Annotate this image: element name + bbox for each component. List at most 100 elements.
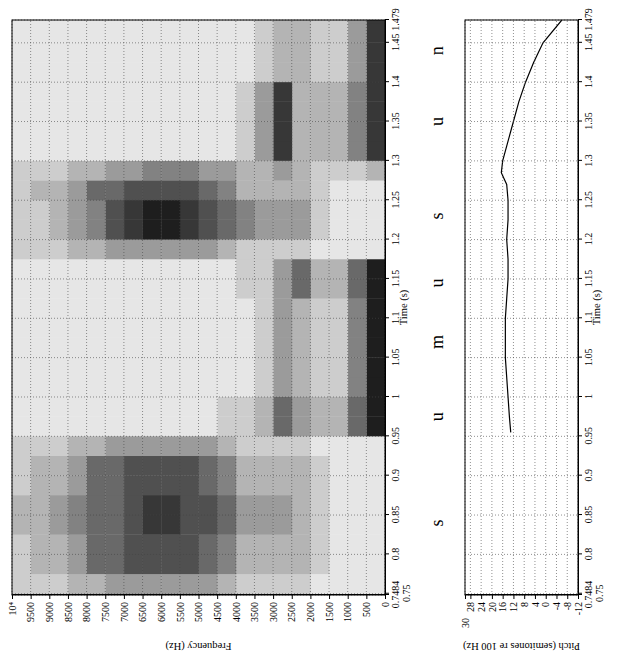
spectrogram-cell: [236, 357, 255, 377]
x-tick-mark: [385, 435, 389, 436]
spectrogram-cell: [87, 160, 106, 180]
spectrogram-cell: [310, 338, 329, 358]
grid-line-y: [30, 20, 31, 595]
spectrogram-cell: [217, 200, 236, 220]
spectrogram-cell: [68, 82, 87, 102]
y-axis-title: Pitch (semitones re 100 Hz): [462, 640, 580, 652]
spectrogram-cell: [273, 318, 292, 338]
spectrogram-cell: [310, 436, 329, 456]
y-tick: 2000: [305, 595, 316, 622]
y-tick-label: 28: [465, 602, 476, 612]
spectrogram-cell: [31, 82, 50, 102]
spectrogram-cell: [348, 259, 367, 279]
x-tick: 1.2: [578, 233, 594, 246]
spectrogram-cell: [161, 42, 180, 62]
plot-frame: [465, 20, 578, 595]
grid-line-x: [12, 515, 385, 516]
spectrogram-cell: [292, 574, 311, 595]
spectrogram-cell: [199, 101, 218, 121]
y-tick-mark: [68, 595, 69, 599]
spectrogram-cell: [124, 160, 143, 180]
spectrogram-cell: [366, 357, 385, 377]
spectrogram-cell: [180, 259, 199, 279]
grid-line-y: [235, 20, 236, 595]
spectrogram-cell: [273, 180, 292, 200]
spectrogram-cell: [180, 338, 199, 358]
grid-line-x: [465, 82, 578, 83]
spectrogram-cell: [180, 357, 199, 377]
spectrogram-cell: [366, 239, 385, 259]
spectrogram-cell: [273, 220, 292, 240]
x-axis-title: Time (s): [591, 289, 603, 325]
spectrogram-cell: [143, 239, 162, 259]
spectrogram-cell: [329, 495, 348, 515]
spectrogram-cell: [87, 200, 106, 220]
x-tick-mark: [385, 278, 389, 279]
spectrogram-cell: [292, 200, 311, 220]
spectrogram-cell: [143, 180, 162, 200]
spectrogram-cell: [105, 475, 124, 495]
spectrogram-cell: [236, 279, 255, 299]
x-tick-mark: [578, 239, 582, 240]
spectrogram-cell: [161, 515, 180, 535]
spectrogram-cell: [329, 534, 348, 554]
x-tick-label: 0.85: [390, 506, 401, 524]
y-tick-mark: [217, 595, 218, 599]
spectrogram-cell: [87, 62, 106, 82]
x-tick-mark: [578, 357, 582, 358]
x-tick-mark: [385, 553, 389, 554]
x-tick: 1.35: [385, 112, 401, 130]
spectrogram-cell: [143, 259, 162, 279]
spectrogram-cell: [12, 377, 31, 397]
spectrogram-cell: [366, 416, 385, 436]
spectrogram-cell: [31, 279, 50, 299]
spectrogram-cell: [199, 82, 218, 102]
spectrogram-cell: [199, 456, 218, 476]
y-tick: 9000: [44, 595, 55, 622]
spectrogram-cell: [329, 456, 348, 476]
spectrogram-cell: [217, 515, 236, 535]
spectrogram-cell: [366, 377, 385, 397]
spectrogram-cell: [87, 534, 106, 554]
y-tick: 0: [540, 595, 551, 607]
spectrogram-cell: [292, 180, 311, 200]
plot-frame: [12, 20, 385, 595]
spectrogram-cell: [180, 23, 199, 43]
y-tick-label: 8500: [63, 602, 74, 622]
spectrogram-cell: [366, 574, 385, 595]
grid-line-x: [465, 200, 578, 201]
y-tick-mark: [465, 595, 466, 599]
y-tick-label: 10⁴: [7, 602, 18, 616]
y-tick-label: -12: [573, 602, 584, 615]
x-tick-mark: [385, 396, 389, 397]
x-tick: 1.25: [578, 191, 594, 209]
x-tick-label: 0.7484: [390, 581, 401, 609]
y-tick-label: 20: [487, 602, 498, 612]
y-tick-mark: [161, 595, 162, 599]
grid-line-x: [465, 278, 578, 279]
spectrogram-cell: [236, 574, 255, 595]
spectrogram-cell: [161, 121, 180, 141]
spectrogram-cell: [49, 377, 68, 397]
spectrogram-cell: [161, 200, 180, 220]
spectrogram-cell: [348, 338, 367, 358]
y-tick-label: 5000: [193, 602, 204, 622]
spectrogram-cell: [329, 82, 348, 102]
spectrogram-cell: [124, 574, 143, 595]
spectrogram-cell: [12, 515, 31, 535]
spectrogram-cell: [180, 574, 199, 595]
spectrogram-cell: [49, 574, 68, 595]
spectrogram-cell: [68, 121, 87, 141]
spectrogram-cell: [143, 220, 162, 240]
spectrogram-cell: [310, 101, 329, 121]
spectrogram-cell: [143, 475, 162, 495]
spectrogram-cell: [124, 82, 143, 102]
spectrogram-cell: [180, 298, 199, 318]
spectrogram-cell: [124, 475, 143, 495]
spectrogram-cell: [366, 515, 385, 535]
spectrogram-cell: [180, 436, 199, 456]
spectrogram-cell: [236, 42, 255, 62]
y-tick-label: 0: [380, 602, 391, 607]
x-tick-mark: [578, 42, 582, 43]
spectrogram-cell: [366, 338, 385, 358]
